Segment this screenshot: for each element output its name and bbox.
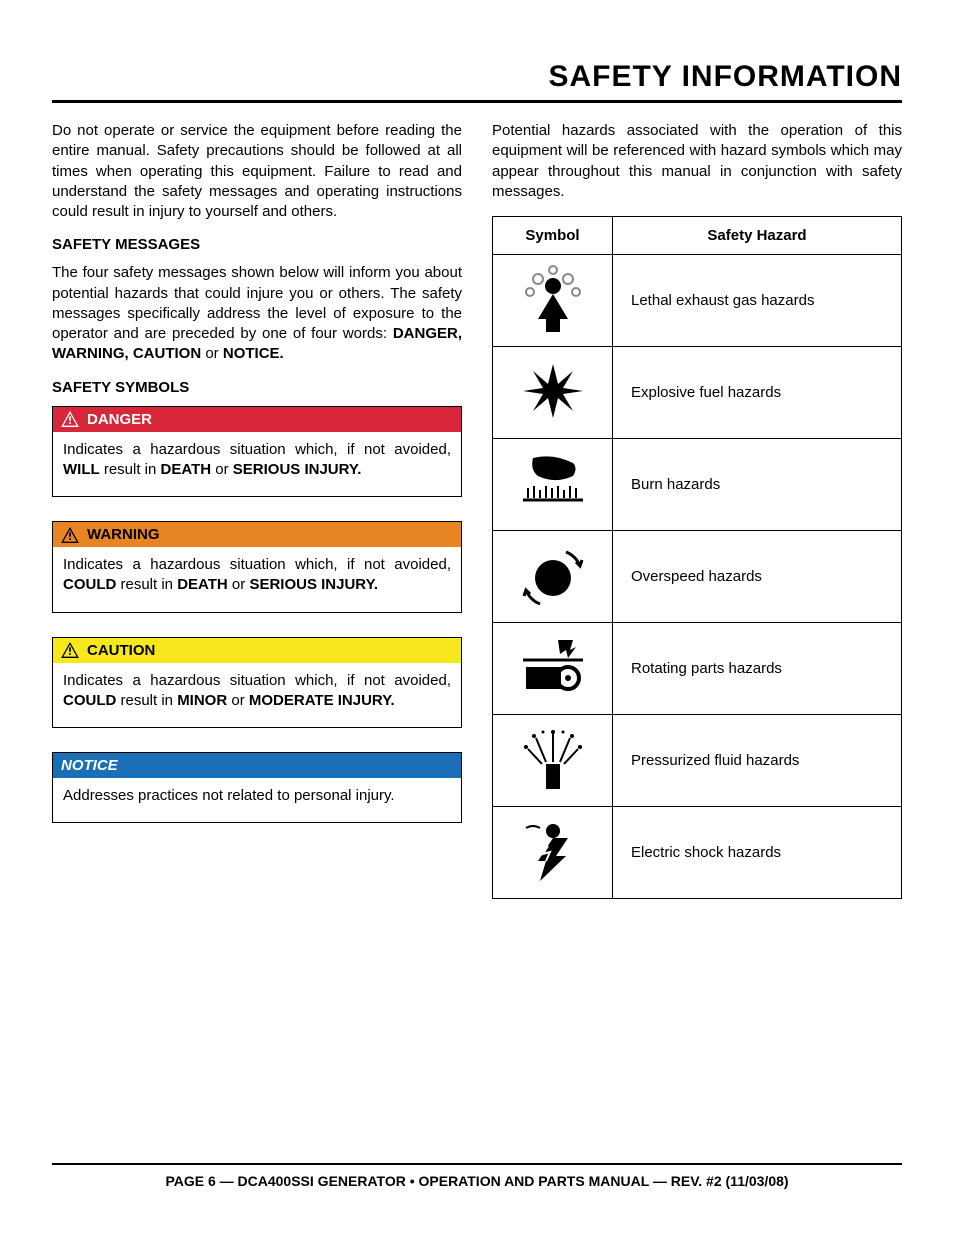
- text: or: [228, 576, 250, 593]
- text-bold: COULD: [63, 692, 116, 709]
- text-bold: NOTICE.: [223, 345, 284, 362]
- hazard-table: Symbol Safety Hazard Lethal exhaust gas: [492, 216, 902, 899]
- intro-paragraph: Do not operate or service the equipment …: [52, 121, 462, 222]
- text: Indicates a hazardous situation which, i…: [63, 556, 451, 573]
- warning-box: WARNING Indicates a hazardous situation …: [52, 521, 462, 613]
- caution-box: CAUTION Indicates a hazardous situation …: [52, 637, 462, 729]
- rotating-parts-icon: [518, 632, 588, 702]
- exhaust-gas-icon: [518, 264, 588, 334]
- danger-header: DANGER: [53, 407, 461, 432]
- col-symbol: Symbol: [493, 217, 613, 255]
- text: or: [211, 461, 233, 478]
- text-bold: SERIOUS INJURY.: [233, 461, 362, 478]
- symbol-cell: [493, 347, 613, 439]
- alert-triangle-icon: [61, 411, 79, 427]
- warning-title: WARNING: [87, 526, 160, 543]
- caution-title: CAUTION: [87, 642, 155, 659]
- hazard-cell: Explosive fuel hazards: [613, 347, 902, 439]
- table-row: Rotating parts hazards: [493, 623, 902, 715]
- notice-title: NOTICE: [61, 757, 118, 774]
- table-row: Overspeed hazards: [493, 531, 902, 623]
- table-row: Explosive fuel hazards: [493, 347, 902, 439]
- table-row: Electric shock hazards: [493, 807, 902, 899]
- text: Indicates a hazardous situation which, i…: [63, 441, 451, 458]
- left-column: Do not operate or service the equipment …: [52, 121, 462, 899]
- text: result in: [116, 692, 177, 709]
- symbol-cell: [493, 807, 613, 899]
- symbol-cell: [493, 623, 613, 715]
- col-hazard: Safety Hazard: [613, 217, 902, 255]
- text-bold: COULD: [63, 576, 116, 593]
- text-bold: DEATH: [177, 576, 228, 593]
- notice-box: NOTICE Addresses practices not related t…: [52, 752, 462, 823]
- danger-box: DANGER Indicates a hazardous situation w…: [52, 406, 462, 498]
- warning-body: Indicates a hazardous situation which, i…: [53, 547, 461, 612]
- pressurized-fluid-icon: [518, 724, 588, 794]
- safety-symbols-heading: SAFETY SYMBOLS: [52, 379, 462, 396]
- explosion-icon: [518, 356, 588, 426]
- notice-body: Addresses practices not related to perso…: [53, 778, 461, 822]
- right-column: Potential hazards associated with the op…: [492, 121, 902, 899]
- text-bold: WILL: [63, 461, 100, 478]
- burn-icon: [518, 448, 588, 518]
- table-row: Burn hazards: [493, 439, 902, 531]
- danger-title: DANGER: [87, 411, 152, 428]
- page-title: SAFETY INFORMATION: [52, 60, 902, 103]
- intro-right: Potential hazards associated with the op…: [492, 121, 902, 202]
- hazard-cell: Burn hazards: [613, 439, 902, 531]
- safety-messages-heading: SAFETY MESSAGES: [52, 236, 462, 253]
- alert-triangle-icon: [61, 642, 79, 658]
- danger-body: Indicates a hazardous situation which, i…: [53, 432, 461, 497]
- footer-rule: [52, 1163, 902, 1165]
- table-row: Lethal exhaust gas hazards: [493, 255, 902, 347]
- electric-shock-icon: [518, 816, 588, 886]
- safety-messages-body: The four safety messages shown below wil…: [52, 263, 462, 364]
- hazard-cell: Electric shock hazards: [613, 807, 902, 899]
- alert-triangle-icon: [61, 527, 79, 543]
- text-bold: SERIOUS INJURY.: [249, 576, 378, 593]
- table-row: Pressurized fluid hazards: [493, 715, 902, 807]
- symbol-cell: [493, 255, 613, 347]
- hazard-cell: Overspeed hazards: [613, 531, 902, 623]
- text-bold: DEATH: [161, 461, 212, 478]
- caution-body: Indicates a hazardous situation which, i…: [53, 663, 461, 728]
- table-header-row: Symbol Safety Hazard: [493, 217, 902, 255]
- caution-header: CAUTION: [53, 638, 461, 663]
- two-column-layout: Do not operate or service the equipment …: [52, 121, 902, 899]
- text: result in: [116, 576, 177, 593]
- hazard-cell: Rotating parts hazards: [613, 623, 902, 715]
- text-bold: MINOR: [177, 692, 227, 709]
- text: result in: [100, 461, 161, 478]
- text: Indicates a hazardous situation which, i…: [63, 672, 451, 689]
- warning-header: WARNING: [53, 522, 461, 547]
- overspeed-icon: [518, 540, 588, 610]
- symbol-cell: [493, 531, 613, 623]
- text-bold: MODERATE INJURY.: [249, 692, 395, 709]
- text: or: [227, 692, 249, 709]
- notice-header: NOTICE: [53, 753, 461, 778]
- symbol-cell: [493, 439, 613, 531]
- symbol-cell: [493, 715, 613, 807]
- footer-text: PAGE 6 — DCA400SSI GENERATOR • OPERATION…: [52, 1173, 902, 1189]
- hazard-cell: Pressurized fluid hazards: [613, 715, 902, 807]
- text: or: [201, 345, 223, 362]
- hazard-cell: Lethal exhaust gas hazards: [613, 255, 902, 347]
